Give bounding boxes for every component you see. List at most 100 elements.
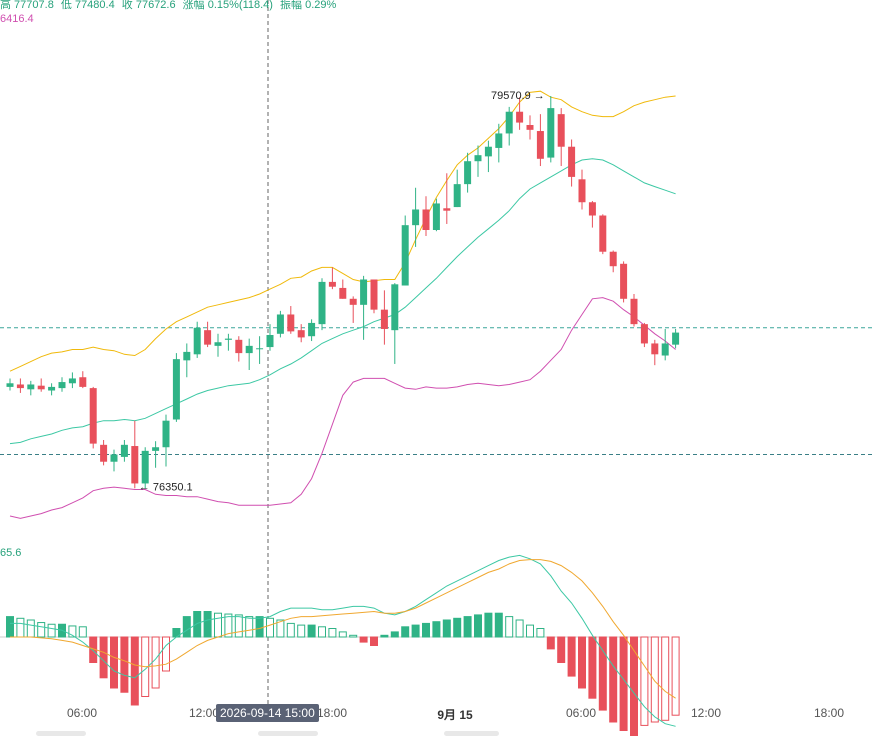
candle-body — [474, 155, 482, 162]
candle-body — [68, 378, 76, 384]
macd-histogram-bar — [370, 636, 378, 646]
candle-body — [339, 287, 347, 299]
candle-body — [110, 454, 118, 462]
macd-histogram-bar — [578, 636, 586, 689]
macd-histogram-bar — [661, 636, 670, 721]
macd-histogram-bar — [505, 616, 514, 638]
macd-histogram-bar — [203, 611, 212, 638]
candle-body — [422, 209, 430, 230]
candle-body — [37, 385, 45, 390]
macd-histogram-bar — [619, 636, 628, 731]
candle-body — [162, 420, 170, 448]
macd-histogram-bar — [162, 636, 170, 672]
candle-body — [152, 447, 160, 451]
crosshair-time-label: 2026-09-14 15:00 — [216, 704, 319, 722]
candle-body — [297, 330, 305, 338]
close-price: 收 77672.6 — [121, 0, 176, 11]
macd-histogram-bar — [442, 619, 451, 638]
candle-body — [120, 444, 128, 457]
x-tick-label: 06:00 — [565, 706, 597, 720]
candle-body — [183, 351, 191, 361]
candle-body — [609, 251, 617, 267]
macd-histogram-bar — [349, 634, 358, 638]
macd-histogram-bar — [390, 631, 399, 638]
macd-histogram-bar — [640, 636, 649, 726]
macd-histogram-bar — [266, 617, 274, 638]
candle-body — [443, 208, 451, 211]
low-price-label: ← 76350.1 — [139, 481, 193, 493]
x-tick-label: 12:00 — [188, 706, 220, 720]
macd-histogram-bar — [37, 622, 46, 638]
high-price-label: 79570.9 → — [491, 90, 545, 102]
macd-histogram-bar — [328, 628, 337, 638]
scroll-handle-left[interactable] — [36, 731, 86, 736]
x-tick-label: 18:00 — [813, 706, 845, 720]
candle-body — [620, 263, 628, 299]
macd-histogram-bar — [671, 636, 680, 716]
candle-body — [172, 359, 180, 420]
candle-body — [651, 343, 659, 355]
macd-histogram-bar — [515, 619, 524, 638]
candle-body — [495, 133, 503, 148]
candle-body — [266, 335, 274, 348]
x-tick-label: 18:00 — [316, 706, 348, 720]
candle-body — [235, 339, 243, 354]
candle-body — [453, 184, 461, 208]
macd-histogram-bar — [432, 621, 441, 638]
candle-body — [89, 388, 97, 444]
candle-body — [526, 125, 534, 130]
macd-histogram-bar — [99, 636, 108, 679]
x-tick-label: 9月 15 — [437, 708, 473, 722]
macd-histogram-bar — [68, 625, 77, 638]
candle-body — [204, 330, 212, 345]
macd-histogram-bar — [234, 614, 243, 638]
candle-body — [599, 215, 607, 252]
candle-body — [661, 343, 669, 356]
macd-dif-line — [10, 554, 676, 727]
macd-histogram-bar — [401, 626, 410, 638]
macd-histogram-bar — [47, 623, 56, 638]
macd-histogram-bar — [110, 636, 118, 689]
candle-body — [380, 309, 388, 329]
candle-body — [141, 450, 149, 484]
macd-histogram-bar — [245, 616, 254, 638]
x-tick-label: 06:00 — [66, 706, 98, 720]
macd-histogram-bar — [120, 636, 129, 693]
candle-body — [318, 281, 326, 325]
macd-histogram-bar — [318, 626, 326, 638]
macd-histogram-bar — [546, 636, 555, 650]
macd-histogram-bar — [359, 636, 368, 643]
candle-body — [48, 386, 56, 391]
macd-histogram-bar — [609, 636, 618, 723]
macd-histogram-bar — [224, 613, 233, 638]
candle-body — [412, 209, 420, 226]
candle-body — [516, 111, 524, 123]
candle-body — [432, 203, 440, 230]
macd-histogram-bar — [557, 636, 566, 663]
candle-body — [131, 446, 139, 484]
candle-body — [536, 131, 544, 159]
scroll-handle-mid[interactable] — [258, 731, 318, 736]
macd-histogram-bar — [193, 611, 202, 638]
candle-body — [360, 279, 368, 305]
macd-histogram-bar — [598, 636, 607, 711]
candle-body — [391, 284, 399, 331]
change-value: 涨幅 0.15%(118.4) — [182, 0, 273, 11]
candle-body — [287, 314, 295, 332]
candle-body — [245, 345, 253, 354]
macd-histogram-bar — [286, 622, 295, 638]
candle-body — [464, 161, 472, 185]
scroll-handle-right[interactable] — [444, 731, 499, 736]
candle-body — [224, 338, 232, 340]
macd-histogram-bar — [182, 616, 191, 638]
candle-body — [193, 327, 201, 355]
macd-histogram-bar — [214, 612, 222, 638]
candle-body — [568, 146, 576, 177]
candle-body — [401, 225, 409, 286]
candle-body — [58, 382, 66, 389]
x-tick-label: 12:00 — [690, 706, 722, 720]
macd-histogram-bar — [380, 634, 389, 638]
macd-histogram-bar — [338, 631, 347, 638]
candle-body — [484, 146, 492, 157]
